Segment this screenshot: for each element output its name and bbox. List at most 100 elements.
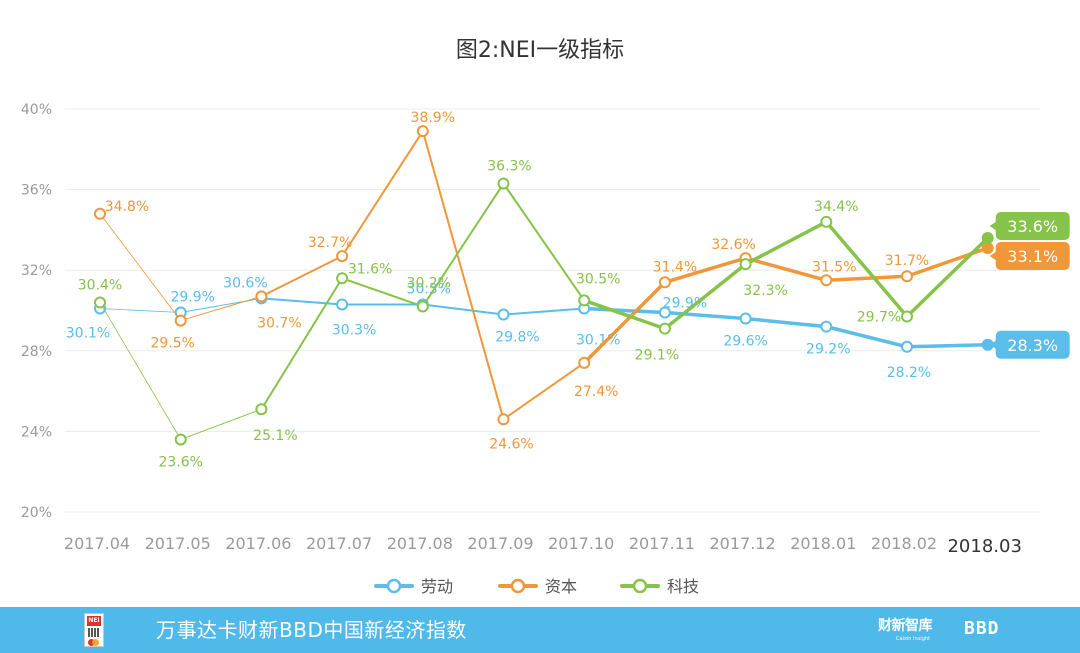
series-segment xyxy=(260,297,344,306)
data-point xyxy=(174,433,187,446)
data-label: 34.8% xyxy=(105,199,149,215)
legend-label: 劳动 xyxy=(421,577,453,596)
data-label: 30.6% xyxy=(223,275,267,291)
data-point xyxy=(578,294,591,307)
data-label: 29.9% xyxy=(170,290,214,306)
series-segment xyxy=(99,308,182,313)
series-segment xyxy=(99,213,182,321)
series-segment xyxy=(663,262,748,331)
data-point xyxy=(901,310,913,323)
legend-item-劳动[interactable]: 劳动 xyxy=(374,577,453,596)
data-label: 29.8% xyxy=(495,330,539,346)
legend-item-资本[interactable]: 资本 xyxy=(498,577,577,596)
data-point xyxy=(94,207,106,220)
data-label: 32.6% xyxy=(711,237,755,253)
x-tick-label: 2018.03 xyxy=(947,536,1021,557)
x-tick-label: 2017.08 xyxy=(387,534,453,553)
data-point xyxy=(255,290,268,303)
data-label: 27.4% xyxy=(574,384,618,400)
value-callout xyxy=(989,242,1070,271)
value-callout xyxy=(989,330,1070,359)
series-科技: 30.4% 23.6% 25.1% 31.6% 30.2% 36.3% 30.5% 29.1%… xyxy=(78,159,1070,470)
y-tick-label: 32% xyxy=(21,263,52,279)
series-segment xyxy=(502,307,586,316)
data-label: 38.9% xyxy=(411,110,455,126)
series-segment xyxy=(905,343,990,349)
data-label: 28.2% xyxy=(887,365,931,381)
legend-marker xyxy=(510,578,526,594)
data-label: 23.6% xyxy=(158,454,202,470)
legend-marker xyxy=(632,578,648,594)
data-point xyxy=(336,250,349,263)
series-segment xyxy=(582,298,667,331)
data-label: 31.5% xyxy=(812,259,856,275)
barcode-icon xyxy=(88,628,100,637)
series-segment xyxy=(180,408,262,440)
data-label: 30.5% xyxy=(576,271,620,287)
data-label: 30.2% xyxy=(407,275,451,291)
caixin-insight-logo: 财新智库 xyxy=(878,618,933,634)
x-tick-label: 2017.07 xyxy=(306,534,372,553)
data-point xyxy=(255,403,268,416)
series-segment xyxy=(824,274,909,283)
series-segment xyxy=(502,361,586,421)
nei-logo: NEI xyxy=(84,613,104,647)
series-segment xyxy=(743,220,829,266)
data-point xyxy=(497,308,510,321)
data-label: 31.6% xyxy=(348,261,392,277)
legend-label: 科技 xyxy=(667,577,699,596)
series-segment xyxy=(663,256,748,285)
data-label: 24.6% xyxy=(489,436,533,452)
data-label: 30.1% xyxy=(66,325,110,341)
data-label: 29.5% xyxy=(150,336,194,352)
footer-title: 万事达卡财新BBD中国新经济指数 xyxy=(156,618,467,642)
data-label: 29.7% xyxy=(857,310,901,326)
data-label: 34.4% xyxy=(814,199,858,215)
data-label: 31.7% xyxy=(885,253,929,269)
data-point xyxy=(497,177,510,190)
y-tick-label: 24% xyxy=(21,424,52,440)
mastercard-circle-red xyxy=(88,639,95,646)
series-segment xyxy=(502,182,586,302)
x-axis: 2017.04 2017.05 2017.06 2017.07 2017.08 2017.… xyxy=(64,534,1022,557)
series-资本: 34.8% 29.5% 30.7% 32.7% 38.9% 24.6% 27.4% 31.4%… xyxy=(94,110,1070,452)
data-label: 30.4% xyxy=(78,277,122,293)
data-label: 32.7% xyxy=(308,235,352,251)
chart: 图2:NEI一级指标 20%24%28%32%36%40% 2017.04 201… xyxy=(21,38,1070,596)
series-segment xyxy=(905,236,990,319)
x-tick-label: 2018.02 xyxy=(871,534,937,553)
series-segment xyxy=(824,324,909,349)
data-point xyxy=(901,340,913,353)
series-segment xyxy=(260,277,344,411)
data-point xyxy=(416,300,429,313)
data-point xyxy=(820,215,833,228)
data-point xyxy=(336,298,349,311)
legend-item-科技[interactable]: 科技 xyxy=(620,577,699,596)
caixin-insight-subtitle: Caixin Insight xyxy=(896,636,930,642)
callout-label: 33.1% xyxy=(1007,247,1058,266)
y-tick-label: 40% xyxy=(21,102,52,118)
data-point xyxy=(658,322,671,335)
chart-title: 图2:NEI一级指标 xyxy=(456,38,624,63)
x-tick-label: 2017.05 xyxy=(145,534,211,553)
x-tick-label: 2017.12 xyxy=(710,534,776,553)
data-point xyxy=(174,314,187,327)
y-tick-label: 36% xyxy=(21,183,52,199)
callout-label: 33.6% xyxy=(1007,217,1058,236)
series-segment xyxy=(341,130,424,258)
data-label: 30.3% xyxy=(407,281,451,297)
data-point xyxy=(739,312,752,325)
y-axis: 20% 24% 28% 32% 36% 40% xyxy=(21,102,52,521)
data-point xyxy=(497,413,510,426)
x-tick-label: 2018.01 xyxy=(790,534,856,553)
data-label: 29.9% xyxy=(663,296,707,312)
x-tick-label: 2017.11 xyxy=(629,534,695,553)
y-tick-label: 28% xyxy=(21,344,52,360)
data-label: 36.3% xyxy=(487,159,531,175)
data-point xyxy=(901,270,913,283)
data-label: 29.2% xyxy=(806,342,850,358)
data-label: 31.4% xyxy=(653,259,697,275)
data-point xyxy=(658,276,671,289)
series-segment xyxy=(341,277,424,308)
data-point xyxy=(658,306,671,319)
